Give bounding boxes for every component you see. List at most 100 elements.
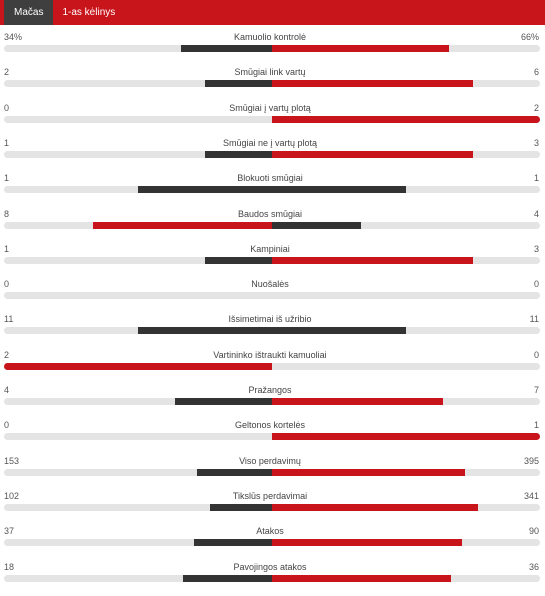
home-bar xyxy=(93,221,272,229)
away-bar xyxy=(272,256,473,264)
away-value: 7 xyxy=(533,385,539,395)
stat-label: Smūgiai link vartų xyxy=(234,67,306,78)
stat-bar-track xyxy=(4,539,540,547)
away-bar xyxy=(272,221,362,229)
stat-row: 2 Vartininko ištraukti kamuoliai 0 xyxy=(0,349,545,384)
away-value: 1 xyxy=(533,173,539,184)
stat-row: 0 Geltonos kortelės 1 xyxy=(0,419,545,454)
home-bar xyxy=(182,574,272,582)
home-bar xyxy=(174,398,272,405)
away-value: 341 xyxy=(523,490,539,501)
home-value: 1 xyxy=(4,173,10,184)
stat-bar-track xyxy=(4,221,540,229)
away-value: 4 xyxy=(533,208,539,219)
stat-label: Išsimetimai iš užribio xyxy=(228,314,312,325)
home-value: 2 xyxy=(4,349,10,360)
away-value: 0 xyxy=(533,279,539,290)
home-value: 0 xyxy=(4,102,10,113)
stat-label: Blokuoti smūgiai xyxy=(237,173,303,184)
home-bar xyxy=(205,80,272,88)
stat-bar-track xyxy=(4,327,540,335)
home-bar xyxy=(4,362,272,370)
home-bar xyxy=(138,327,272,335)
home-value: 2 xyxy=(4,67,10,78)
stat-bar-track xyxy=(4,468,540,476)
stat-row: 8 Baudos smūgiai 4 xyxy=(0,208,545,243)
away-bar xyxy=(272,327,406,335)
away-value: 90 xyxy=(528,526,539,537)
stat-label: Nuošalės xyxy=(251,279,289,290)
away-value: 36 xyxy=(528,561,539,572)
home-value: 1 xyxy=(4,243,10,254)
stat-row: 34% Kamuolio kontrolė 66% xyxy=(0,31,545,66)
away-bar xyxy=(272,574,451,582)
away-bar xyxy=(272,539,462,547)
home-bar xyxy=(138,186,272,194)
home-bar xyxy=(197,468,272,476)
stat-bar-track xyxy=(4,45,540,52)
away-value: 3 xyxy=(533,137,539,148)
stat-row: 1 Kampiniai 3 xyxy=(0,243,545,278)
stat-row: 11 Išsimetimai iš užribio 11 xyxy=(0,313,545,348)
stat-label: Viso perdavimų xyxy=(239,455,301,466)
stat-row: 0 Nuošalės 0 xyxy=(0,278,545,313)
stat-bar-track xyxy=(4,115,540,123)
home-bar xyxy=(205,150,272,158)
away-value: 0 xyxy=(533,349,539,360)
away-value: 3 xyxy=(533,243,539,254)
away-bar xyxy=(272,503,479,511)
away-value: 395 xyxy=(523,455,539,466)
home-bar xyxy=(180,45,272,52)
tab-first-half[interactable]: 1-as kėlinys xyxy=(62,7,116,18)
stat-bar-track xyxy=(4,574,540,582)
away-value: 66% xyxy=(520,32,539,42)
stat-row: 1 Blokuoti smūgiai 1 xyxy=(0,172,545,207)
home-value: 4 xyxy=(4,385,10,395)
home-value: 0 xyxy=(4,279,10,290)
away-bar xyxy=(272,115,540,123)
home-value: 37 xyxy=(4,526,15,537)
home-value: 8 xyxy=(4,208,10,219)
stat-bar-track xyxy=(4,433,540,441)
away-bar xyxy=(272,468,466,476)
stat-bar-track xyxy=(4,398,540,405)
tab-bar: Mačas 1-as kėlinys xyxy=(0,0,545,25)
stat-label: Pražangos xyxy=(248,385,292,395)
stat-row: 4 Pražangos 7 xyxy=(0,384,545,419)
stat-row: 102 Tikslūs perdavimai 341 xyxy=(0,490,545,525)
away-value: 2 xyxy=(533,102,539,113)
stat-row: 37 Atakos 90 xyxy=(0,525,545,560)
stat-label: Pavojingos atakos xyxy=(233,561,307,572)
away-value: 11 xyxy=(529,314,539,325)
home-value: 0 xyxy=(4,420,10,431)
home-bar xyxy=(193,539,272,547)
stat-label: Baudos smūgiai xyxy=(237,208,303,219)
stat-label: Smūgiai ne į vartų plotą xyxy=(222,137,318,148)
stat-label: Geltonos kortelės xyxy=(234,420,306,431)
home-value: 102 xyxy=(4,490,20,501)
stat-row: 1 Smūgiai ne į vartų plotą 3 xyxy=(0,137,545,172)
stat-label: Kampiniai xyxy=(250,243,290,254)
tab-match[interactable]: Mačas xyxy=(4,0,54,25)
home-value: 153 xyxy=(4,455,20,466)
away-bar xyxy=(272,80,473,88)
home-value: 18 xyxy=(4,561,15,572)
stat-row: 2 Smūgiai link vartų 6 xyxy=(0,66,545,101)
home-bar xyxy=(210,503,272,511)
stat-label: Kamuolio kontrolė xyxy=(233,32,307,42)
away-bar xyxy=(272,398,443,405)
away-bar xyxy=(272,186,406,194)
stat-row: 153 Viso perdavimų 395 xyxy=(0,455,545,490)
stat-bar-track xyxy=(4,150,540,158)
stat-bar-track xyxy=(4,256,540,264)
stat-label: Vartininko ištraukti kamuoliai xyxy=(213,349,327,360)
home-value: 11 xyxy=(4,314,14,325)
away-bar xyxy=(272,433,540,441)
stat-bar-track xyxy=(4,292,540,300)
stat-bar-track xyxy=(4,362,540,370)
stat-label: Smūgiai į vartų plotą xyxy=(229,102,311,113)
home-bar xyxy=(205,256,272,264)
stat-row: 0 Smūgiai į vartų plotą 2 xyxy=(0,102,545,137)
stat-label: Tikslūs perdavimai xyxy=(232,490,308,501)
home-value: 34% xyxy=(4,32,23,42)
